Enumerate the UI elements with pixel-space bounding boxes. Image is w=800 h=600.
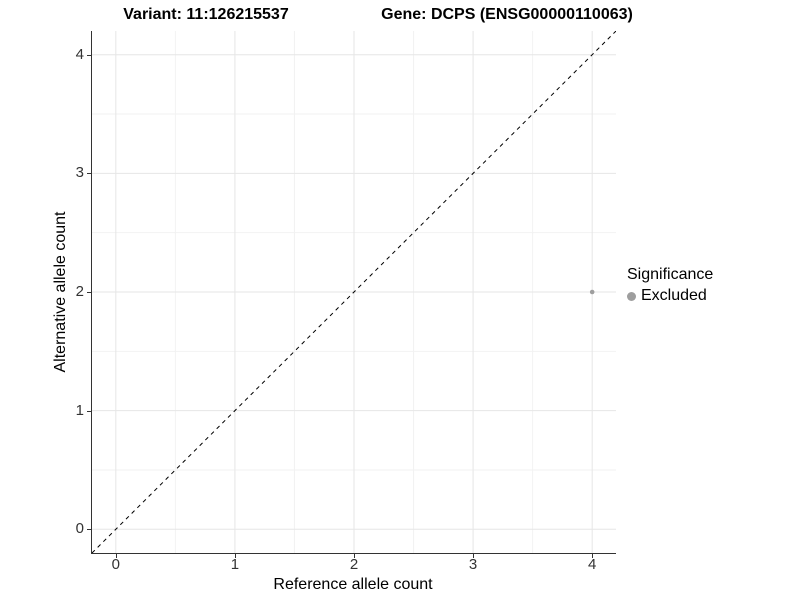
y-tick-label: 3: [75, 164, 84, 182]
x-tick-mark: [234, 554, 236, 558]
y-tick-label: 2: [75, 283, 84, 300]
plot-title-gene: Gene: DCPS (ENSG00000110063): [381, 6, 633, 23]
plot-canvas: [92, 31, 616, 553]
plot-panel: [91, 31, 616, 554]
y-tick-mark: [87, 292, 91, 293]
x-axis-title: Reference allele count: [273, 576, 433, 593]
plot-title-variant: Variant: 11:126215537: [123, 6, 289, 23]
y-tick-label: 1: [75, 401, 84, 419]
x-tick-label: 4: [588, 556, 597, 573]
x-tick-mark: [115, 554, 117, 558]
x-tick-label: 2: [349, 556, 359, 573]
legend-title: Significance: [627, 266, 714, 283]
x-tick-mark: [473, 554, 475, 558]
y-axis-title: Alternative allele count: [52, 211, 69, 373]
x-tick-mark: [592, 554, 594, 558]
legend: Significance Excluded: [627, 266, 713, 305]
x-tick-label: 0: [111, 556, 120, 573]
legend-item-excluded: Excluded: [627, 287, 713, 305]
y-tick-mark: [87, 173, 91, 175]
y-tick-mark: [87, 54, 91, 56]
x-tick-label: 3: [468, 556, 478, 573]
y-tick-label: 4: [75, 45, 84, 63]
data-point: [589, 289, 595, 295]
legend-point-icon: [627, 291, 636, 301]
y-tick-mark: [87, 410, 91, 412]
x-tick-mark: [354, 554, 355, 558]
identity-line: [92, 31, 616, 553]
y-tick-mark: [87, 529, 91, 531]
legend-item-label: Excluded: [641, 287, 707, 304]
x-tick-label: 1: [230, 556, 240, 573]
y-tick-label: 0: [75, 520, 84, 538]
